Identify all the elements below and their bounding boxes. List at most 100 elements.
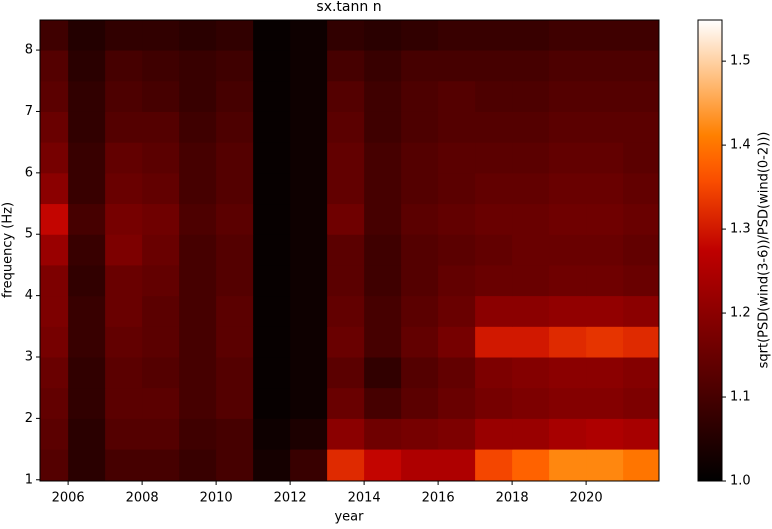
heatmap-cell [216,80,254,112]
heatmap-cell [40,449,69,482]
heatmap-cell [512,142,550,174]
heatmap [40,20,660,482]
heatmap-cell [40,142,69,174]
heatmap-cell [623,203,660,235]
heatmap-cell [475,387,513,419]
heatmap-cell [475,50,513,82]
colorbar-tick-label: 1.5 [730,54,751,69]
y-tick-label: 7 [25,104,33,119]
heatmap-cell [586,20,624,51]
heatmap-cell [290,295,328,327]
heatmap-cell [364,50,402,82]
heatmap-cell [179,203,217,235]
heatmap-cell [438,50,476,82]
heatmap-cell [586,111,624,143]
heatmap-cell [105,295,143,327]
heatmap-cell [549,357,587,389]
heatmap-cell [549,234,587,266]
heatmap-cell [586,357,624,389]
heatmap-cell [68,295,106,327]
heatmap-cell [475,326,513,358]
x-tick-label: 2014 [348,491,381,506]
heatmap-cell [179,418,217,450]
heatmap-cell [327,264,365,297]
heatmap-cell [68,203,106,235]
heatmap-cell [364,418,402,450]
heatmap-cell [512,418,550,450]
heatmap-cell [179,387,217,419]
heatmap-cell [179,264,217,297]
heatmap-cell [327,111,365,143]
heatmap-cell [512,295,550,327]
y-tick-label: 1 [25,472,33,487]
heatmap-cell [40,387,69,419]
heatmap-cell [216,418,254,450]
heatmap-cell [40,295,69,327]
heatmap-cell [327,449,365,482]
heatmap-cell [142,203,180,235]
heatmap-cell [549,264,587,297]
heatmap-cell [364,80,402,112]
heatmap-cell [327,357,365,389]
heatmap-cell [512,326,550,358]
heatmap-cell [549,449,587,482]
heatmap-cell [438,111,476,143]
heatmap-cell [179,20,217,51]
heatmap-cell [290,418,328,450]
heatmap-cell [623,20,660,51]
heatmap-cell [401,449,439,482]
heatmap-cell [475,264,513,297]
heatmap-cell [512,203,550,235]
heatmap-cell [586,295,624,327]
heatmap-cell [216,203,254,235]
colorbar-label: sqrt(PSD(wind(3-6))/PSD(wind(0-2))) [757,132,772,369]
heatmap-cell [105,326,143,358]
heatmap-cell [68,80,106,112]
heatmap-cell [512,172,550,205]
heatmap-cell [290,387,328,419]
heatmap-cell [475,418,513,450]
heatmap-cell [327,387,365,419]
heatmap-cell [438,80,476,112]
y-tick-label: 6 [25,165,33,180]
heatmap-cell [623,234,660,266]
heatmap-cell [40,418,69,450]
heatmap-cell [179,295,217,327]
heatmap-cell [623,449,660,482]
heatmap-cell [179,80,217,112]
heatmap-cell [401,357,439,389]
heatmap-cell [68,357,106,389]
heatmap-cell [68,111,106,143]
heatmap-cell [179,449,217,482]
y-axis-label: frequency (Hz) [1,202,16,298]
heatmap-cell [364,111,402,143]
heatmap-cell [253,234,291,266]
heatmap-cell [105,234,143,266]
heatmap-cell [253,449,291,482]
heatmap-cell [438,142,476,174]
heatmap-cell [105,203,143,235]
heatmap-cell [438,326,476,358]
heatmap-cell [401,418,439,450]
heatmap-cell [327,20,365,51]
y-tick-label: 4 [25,288,33,303]
heatmap-cell [438,357,476,389]
heatmap-cell [216,172,254,205]
heatmap-cell [549,111,587,143]
heatmap-cell [179,357,217,389]
heatmap-cell [364,203,402,235]
heatmap-cell [401,172,439,205]
heatmap-cell [623,142,660,174]
heatmap-cell [586,142,624,174]
chart-title: sx.tann n [316,0,381,15]
heatmap-cell [364,387,402,419]
heatmap-cell [253,172,291,205]
heatmap-cell [68,234,106,266]
heatmap-cell [623,172,660,205]
heatmap-cell [623,326,660,358]
heatmap-cell [364,172,402,205]
x-tick-label: 2006 [52,491,85,506]
heatmap-cell [401,264,439,297]
heatmap-cell [40,203,69,235]
heatmap-cell [142,264,180,297]
